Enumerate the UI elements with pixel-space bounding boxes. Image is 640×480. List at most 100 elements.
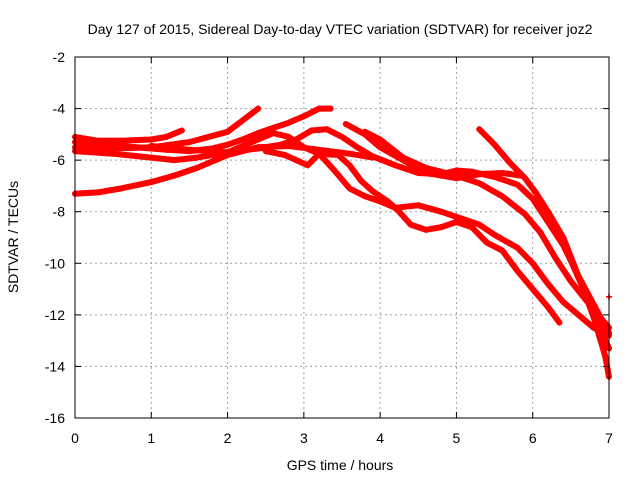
data-point: [506, 159, 513, 166]
data-point: [400, 154, 407, 161]
y-axis-label: SDTVAR / TECUs: [5, 181, 21, 293]
data-point: [567, 257, 574, 264]
data-point: [186, 139, 193, 146]
data-point: [476, 221, 483, 228]
series-line: [342, 121, 525, 182]
data-point: [361, 128, 368, 135]
data-point: [293, 136, 300, 143]
data-point: [407, 221, 414, 228]
data-point: [522, 175, 529, 182]
data-point: [514, 268, 521, 275]
data-point: [327, 105, 334, 112]
data-point: [453, 172, 460, 179]
data-point: [148, 142, 155, 149]
data-point: [579, 283, 586, 290]
series-line: [262, 148, 612, 339]
data-point: [285, 119, 292, 126]
data-point: [499, 193, 506, 200]
data-point: [476, 126, 483, 133]
data-point: [361, 193, 368, 200]
data-point: [544, 219, 551, 226]
data-point: [335, 151, 342, 158]
data-point: [544, 208, 551, 215]
chart-title: Day 127 of 2015, Sidereal Day-to-day VTE…: [88, 21, 593, 37]
data-point: [117, 185, 124, 192]
series-line-texture: [74, 105, 260, 148]
data-point: [529, 260, 536, 267]
data-point: [438, 224, 445, 231]
data-point: [316, 105, 323, 112]
data-point: [323, 126, 330, 133]
series-arc-9: [361, 128, 612, 331]
y-tick-label: -10: [45, 255, 65, 271]
data-point: [255, 130, 262, 137]
data-point: [560, 298, 567, 305]
data-point: [186, 146, 193, 153]
x-tick-label: 0: [71, 430, 79, 446]
data-point: [369, 153, 376, 160]
data-point: [331, 167, 338, 174]
data-point: [178, 127, 185, 134]
data-point: [255, 105, 262, 112]
data-point: [556, 319, 563, 326]
data-point: [117, 137, 124, 144]
series-line: [556, 229, 612, 380]
data-point: [514, 181, 521, 188]
data-point: [308, 127, 315, 134]
y-tick-label: -12: [45, 307, 65, 323]
series-line-texture: [74, 143, 374, 193]
data-point: [522, 211, 529, 218]
data-point: [293, 157, 300, 164]
data-point: [262, 148, 269, 155]
data-point: [392, 162, 399, 169]
data-point: [224, 141, 231, 148]
grid-lines: [75, 57, 609, 418]
data-point: [304, 162, 311, 169]
data-point: [438, 208, 445, 215]
data-point: [590, 314, 597, 321]
data-point: [514, 244, 521, 251]
data-point: [300, 144, 307, 151]
data-point: [476, 180, 483, 187]
series-line-texture: [74, 127, 183, 140]
data-point: [346, 162, 353, 169]
x-tick-label: 1: [147, 430, 155, 446]
data-point: [346, 150, 353, 157]
data-point: [422, 170, 429, 177]
x-axis-ticks: 0 1 2 3 4 5 6 7: [71, 57, 613, 446]
y-tick-label: -4: [53, 101, 66, 117]
y-axis-ticks: -2 -4 -6 -8 -10 -12 -14 -16: [45, 49, 609, 426]
data-point: [239, 136, 246, 143]
data-point: [346, 185, 353, 192]
x-tick-label: 6: [529, 430, 537, 446]
data-point: [602, 353, 609, 360]
data-point: [544, 280, 551, 287]
data-point: [552, 255, 559, 262]
data-point: [194, 164, 201, 171]
y-tick-label: -8: [53, 204, 66, 220]
data-series: [72, 105, 612, 380]
data-point: [499, 170, 506, 177]
series-line: [72, 105, 262, 152]
data-point: [415, 202, 422, 209]
x-tick-label: 5: [453, 430, 461, 446]
data-point: [110, 150, 117, 157]
data-point: [533, 190, 540, 197]
x-axis-label: GPS time / hours: [287, 457, 394, 473]
y-tick-label: -2: [53, 49, 66, 65]
data-point: [224, 128, 231, 135]
data-point: [377, 198, 384, 205]
data-point: [529, 195, 536, 202]
plot-frame: [74, 56, 610, 419]
data-point: [224, 149, 231, 156]
data-point: [148, 179, 155, 186]
data-point: [422, 164, 429, 171]
data-point: [491, 231, 498, 238]
data-point: [529, 286, 536, 293]
data-point: [354, 144, 361, 151]
series-line-texture: [264, 148, 610, 335]
data-point: [277, 141, 284, 148]
data-point: [255, 145, 262, 152]
data-point: [377, 136, 384, 143]
